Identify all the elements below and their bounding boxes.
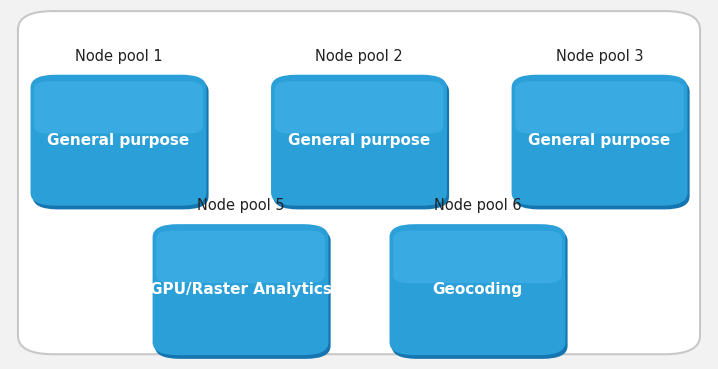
FancyBboxPatch shape bbox=[31, 75, 207, 206]
FancyBboxPatch shape bbox=[157, 231, 325, 283]
Text: Node pool 1: Node pool 1 bbox=[75, 49, 162, 63]
FancyBboxPatch shape bbox=[271, 75, 447, 206]
Text: Node pool 3: Node pool 3 bbox=[556, 49, 643, 63]
Text: Node pool 5: Node pool 5 bbox=[197, 198, 284, 213]
Text: Geocoding: Geocoding bbox=[432, 282, 523, 297]
FancyBboxPatch shape bbox=[393, 231, 562, 283]
Text: General purpose: General purpose bbox=[288, 133, 430, 148]
FancyBboxPatch shape bbox=[155, 228, 330, 359]
FancyBboxPatch shape bbox=[511, 75, 687, 206]
Text: Node pool 6: Node pool 6 bbox=[434, 198, 521, 213]
FancyBboxPatch shape bbox=[513, 79, 689, 210]
FancyBboxPatch shape bbox=[34, 81, 202, 134]
FancyBboxPatch shape bbox=[515, 81, 684, 134]
Text: General purpose: General purpose bbox=[47, 133, 190, 148]
FancyBboxPatch shape bbox=[153, 224, 329, 355]
Text: GPU/Raster Analytics: GPU/Raster Analytics bbox=[149, 282, 332, 297]
Text: Node pool 2: Node pool 2 bbox=[315, 49, 403, 63]
FancyBboxPatch shape bbox=[392, 228, 567, 359]
FancyBboxPatch shape bbox=[274, 81, 443, 134]
Text: General purpose: General purpose bbox=[528, 133, 671, 148]
FancyBboxPatch shape bbox=[273, 79, 449, 210]
FancyBboxPatch shape bbox=[389, 224, 566, 355]
FancyBboxPatch shape bbox=[18, 11, 700, 354]
FancyBboxPatch shape bbox=[33, 79, 208, 210]
